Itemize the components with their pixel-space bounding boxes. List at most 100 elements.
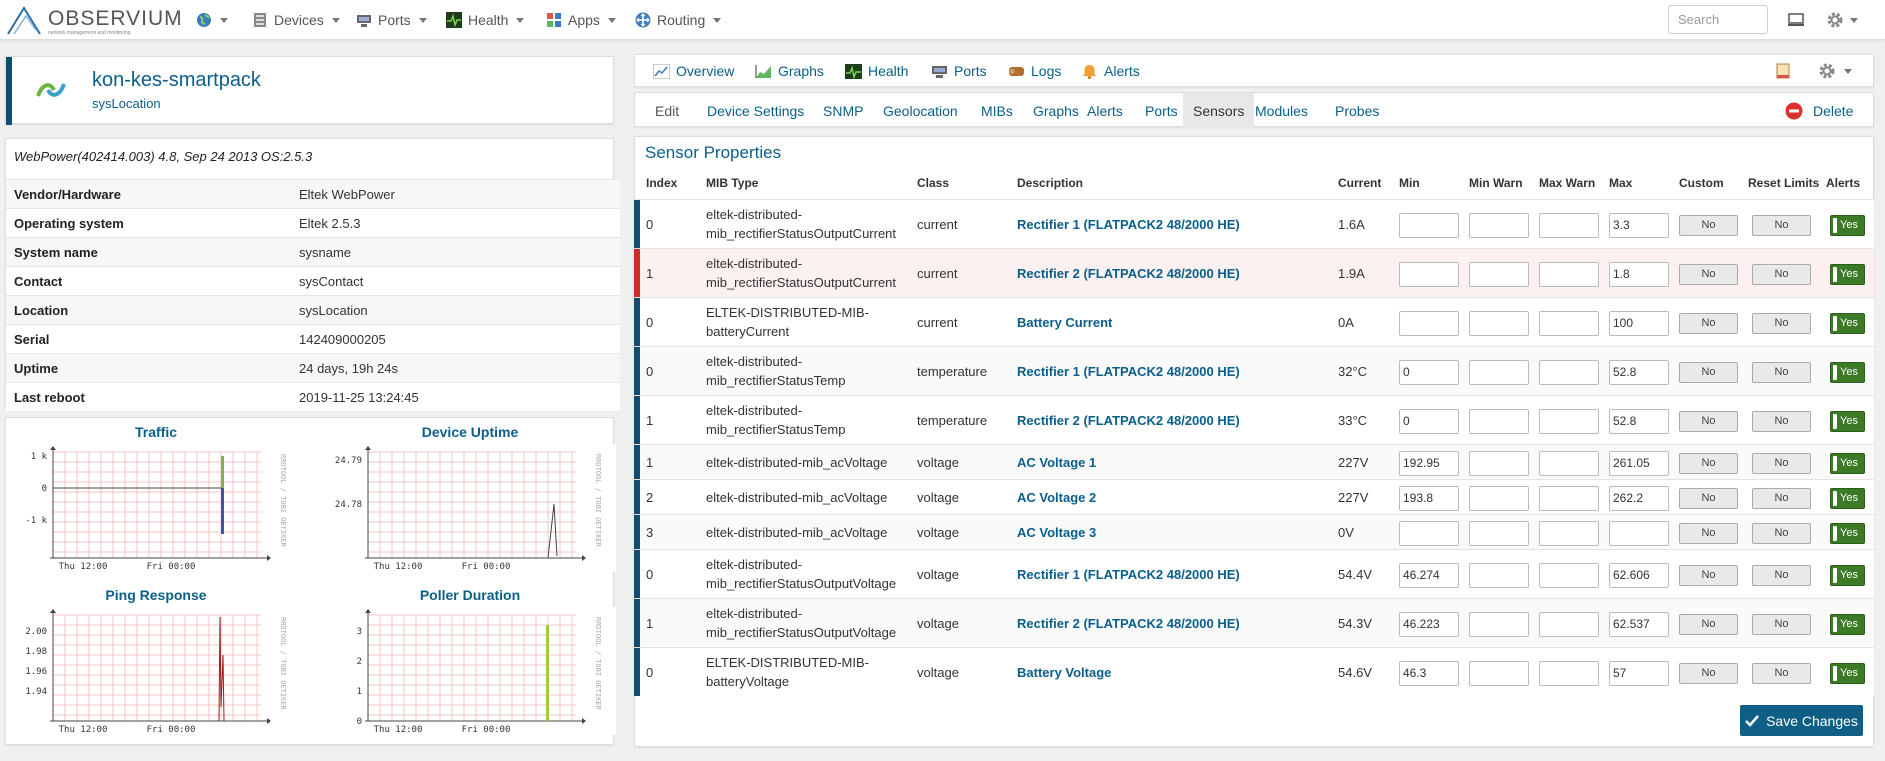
min-limit-input[interactable]: 46.223: [1399, 611, 1459, 637]
min-warn-input[interactable]: [1469, 562, 1529, 588]
alerts-toggle[interactable]: Yes: [1830, 613, 1865, 635]
min-limit-input[interactable]: 46.274: [1399, 562, 1459, 588]
subtab-sensors[interactable]: Sensors: [1183, 93, 1255, 128]
traffic-graph-title[interactable]: Traffic: [134, 424, 177, 440]
sensor-description-link[interactable]: Rectifier 2 (FLATPACK2 48/2000 HE): [1017, 615, 1240, 631]
nav-devices[interactable]: Devices: [252, 0, 340, 40]
min-limit-input[interactable]: 0: [1399, 359, 1459, 385]
uptime-graph[interactable]: 24.79 24.78 Thu 12:00 Fri 00:00 RRDTOOL / TO…: [326, 444, 616, 572]
max-warn-input[interactable]: [1539, 562, 1599, 588]
custom-toggle[interactable]: No: [1679, 214, 1738, 236]
subtab-geolocation[interactable]: Geolocation: [883, 102, 958, 119]
ping-graph[interactable]: 2.00 1.98 1.96 1.94 Thu 12:00 Fri 00:00 RRDTOO…: [11, 607, 301, 735]
max-warn-input[interactable]: [1539, 520, 1599, 546]
nav-ports[interactable]: Ports: [356, 0, 427, 40]
min-warn-input[interactable]: [1469, 212, 1529, 238]
min-warn-input[interactable]: [1469, 611, 1529, 637]
alerts-toggle[interactable]: Yes: [1830, 214, 1865, 236]
max-warn-input[interactable]: [1539, 261, 1599, 287]
reset-limits-toggle[interactable]: No: [1752, 214, 1811, 236]
sensor-description-link[interactable]: AC Voltage 1: [1017, 454, 1097, 470]
max-limit-input[interactable]: 262.2: [1609, 485, 1669, 511]
max-limit-input[interactable]: 52.8: [1609, 359, 1669, 385]
custom-toggle[interactable]: No: [1679, 662, 1738, 684]
max-limit-input[interactable]: [1609, 520, 1669, 546]
reset-limits-toggle[interactable]: No: [1752, 613, 1811, 635]
alerts-toggle[interactable]: Yes: [1830, 487, 1865, 509]
sensor-description-link[interactable]: Rectifier 2 (FLATPACK2 48/2000 HE): [1017, 265, 1240, 281]
custom-toggle[interactable]: No: [1679, 613, 1738, 635]
min-limit-input[interactable]: [1399, 212, 1459, 238]
custom-toggle[interactable]: No: [1679, 452, 1738, 474]
device-hostname[interactable]: kon-kes-smartpack: [92, 69, 261, 91]
max-warn-input[interactable]: [1539, 450, 1599, 476]
tab-health[interactable]: Health: [845, 55, 908, 87]
subtab-snmp[interactable]: SNMP: [823, 102, 864, 119]
subtab-probes[interactable]: Probes: [1335, 102, 1380, 119]
nav-routing[interactable]: Routing: [635, 0, 722, 40]
alerts-toggle[interactable]: Yes: [1830, 410, 1865, 432]
alerts-toggle[interactable]: Yes: [1830, 263, 1865, 285]
max-warn-input[interactable]: [1539, 485, 1599, 511]
custom-toggle[interactable]: No: [1679, 312, 1738, 334]
alerts-toggle[interactable]: Yes: [1830, 361, 1865, 383]
poller-graph-title[interactable]: Poller Duration: [419, 587, 521, 603]
min-warn-input[interactable]: [1469, 261, 1529, 287]
tab-graphs[interactable]: Graphs: [755, 55, 824, 87]
sensor-description-link[interactable]: Rectifier 1 (FLATPACK2 48/2000 HE): [1017, 566, 1240, 582]
max-warn-input[interactable]: [1539, 611, 1599, 637]
custom-toggle[interactable]: No: [1679, 522, 1738, 544]
min-warn-input[interactable]: [1469, 310, 1529, 336]
sensor-description-link[interactable]: Rectifier 1 (FLATPACK2 48/2000 HE): [1017, 216, 1240, 232]
custom-toggle[interactable]: No: [1679, 361, 1738, 383]
max-limit-input[interactable]: 57: [1609, 660, 1669, 686]
sensor-description-link[interactable]: AC Voltage 2: [1017, 489, 1097, 505]
custom-toggle[interactable]: No: [1679, 263, 1738, 285]
sensor-description-link[interactable]: Rectifier 1 (FLATPACK2 48/2000 HE): [1017, 363, 1240, 379]
tab-ports[interactable]: Ports: [931, 55, 987, 87]
subtab-mibs[interactable]: MIBs: [981, 102, 1013, 119]
max-warn-input[interactable]: [1539, 310, 1599, 336]
custom-toggle[interactable]: No: [1679, 487, 1738, 509]
alerts-toggle[interactable]: Yes: [1830, 312, 1865, 334]
min-limit-input[interactable]: 46.3: [1399, 660, 1459, 686]
max-limit-input[interactable]: 100: [1609, 310, 1669, 336]
reset-limits-toggle[interactable]: No: [1752, 410, 1811, 432]
nav-apps[interactable]: Apps: [546, 0, 616, 40]
min-limit-input[interactable]: 0: [1399, 408, 1459, 434]
settings-menu[interactable]: [1826, 11, 1858, 29]
reset-limits-toggle[interactable]: No: [1752, 564, 1811, 586]
search-input[interactable]: Search: [1668, 5, 1768, 34]
max-warn-input[interactable]: [1539, 212, 1599, 238]
alerts-toggle[interactable]: Yes: [1830, 452, 1865, 474]
sensor-description-link[interactable]: AC Voltage 3: [1017, 524, 1097, 540]
reset-limits-toggle[interactable]: No: [1752, 263, 1811, 285]
max-limit-input[interactable]: 1.8: [1609, 261, 1669, 287]
subtab-edit[interactable]: Edit: [655, 102, 680, 119]
subtab-device-settings[interactable]: Device Settings: [707, 102, 805, 119]
subtab-alerts[interactable]: Alerts: [1087, 102, 1123, 119]
reset-limits-toggle[interactable]: No: [1752, 452, 1811, 474]
max-limit-input[interactable]: 62.606: [1609, 562, 1669, 588]
subtab-graphs[interactable]: Graphs: [1033, 102, 1079, 119]
min-limit-input[interactable]: 192.95: [1399, 450, 1459, 476]
custom-toggle[interactable]: No: [1679, 564, 1738, 586]
uptime-graph-title[interactable]: Device Uptime: [421, 424, 519, 440]
min-warn-input[interactable]: [1469, 408, 1529, 434]
subtab-modules[interactable]: Modules: [1255, 102, 1308, 119]
tab-logs[interactable]: Logs: [1008, 55, 1061, 87]
tab-alerts[interactable]: Alerts: [1081, 55, 1140, 87]
max-warn-input[interactable]: [1539, 359, 1599, 385]
tab-overview[interactable]: Overview: [653, 55, 734, 87]
min-warn-input[interactable]: [1469, 450, 1529, 476]
custom-toggle[interactable]: No: [1679, 410, 1738, 432]
reset-limits-toggle[interactable]: No: [1752, 522, 1811, 544]
min-limit-input[interactable]: [1399, 310, 1459, 336]
min-warn-input[interactable]: [1469, 520, 1529, 546]
min-limit-input[interactable]: [1399, 261, 1459, 287]
sensor-description-link[interactable]: Battery Current: [1017, 314, 1113, 330]
alerts-toggle[interactable]: Yes: [1830, 662, 1865, 684]
nav-health[interactable]: Health: [446, 0, 525, 40]
alerts-toggle[interactable]: Yes: [1830, 522, 1865, 544]
ping-graph-title[interactable]: Ping Response: [105, 587, 207, 603]
